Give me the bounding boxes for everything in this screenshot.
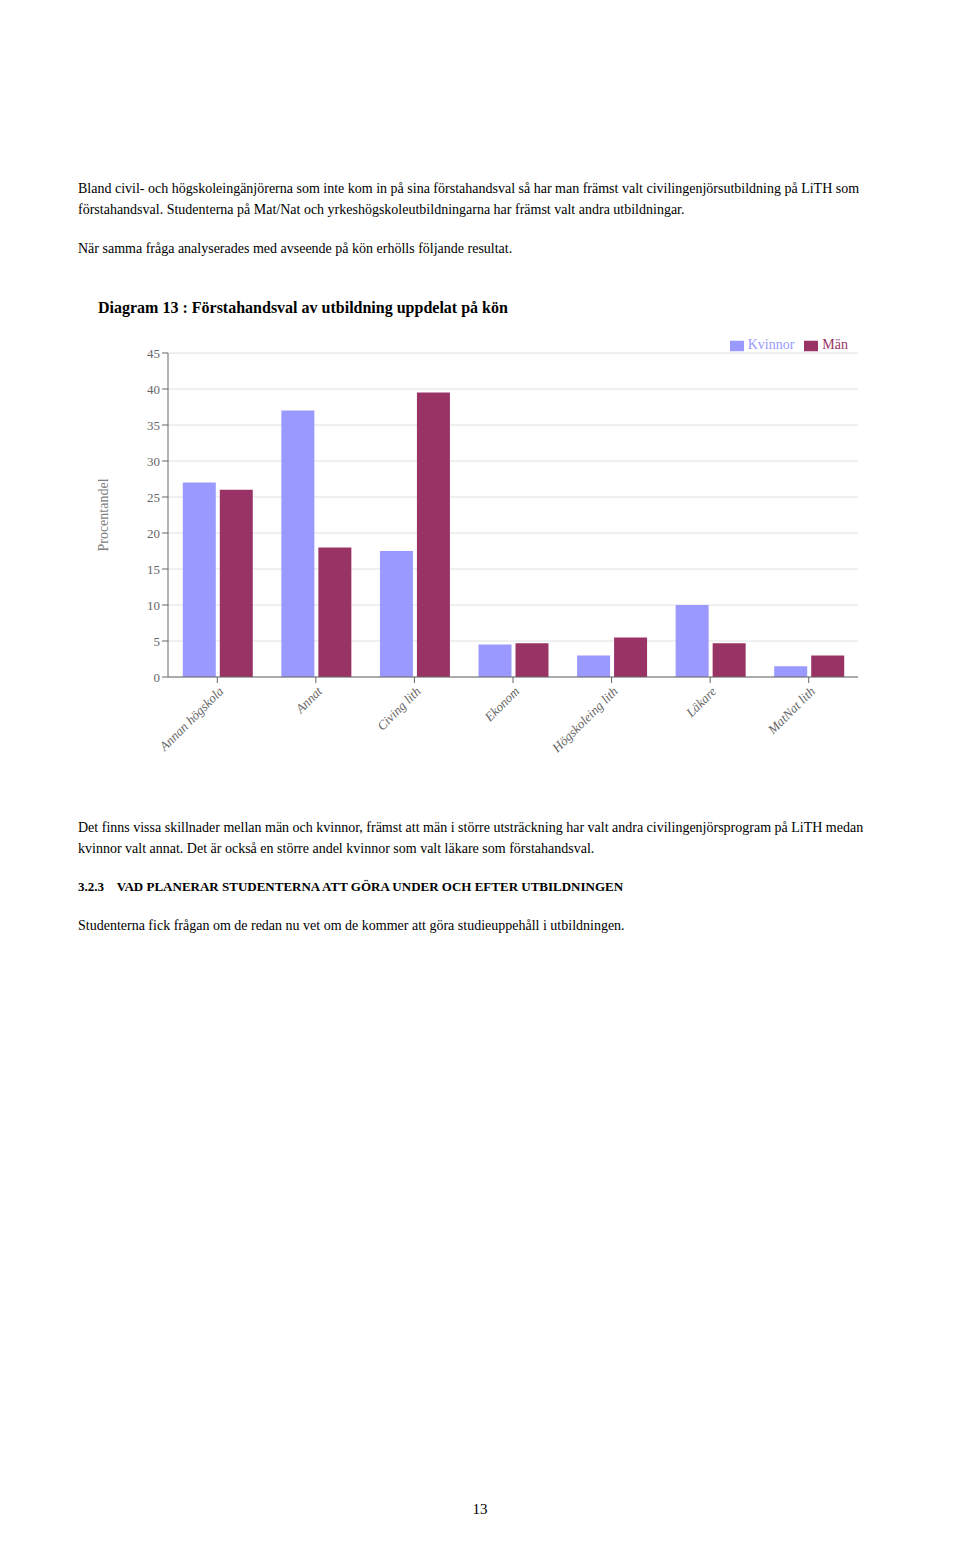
html-text:Bland civil- och högskoleingän: Bland civil- och högskoleingänjörerna so… bbox=[78, 181, 860, 217]
svg-text:35: 35 bbox=[147, 418, 160, 433]
svg-text:Läkare: Läkare bbox=[682, 683, 719, 720]
svg-text:Ekonom: Ekonom bbox=[481, 684, 522, 725]
html-text:Det finns vissa skillnader mel: Det finns vissa skillnader mellan män oc… bbox=[78, 820, 864, 856]
html-text:13: 13 bbox=[472, 1501, 488, 1517]
svg-text:20: 20 bbox=[147, 526, 160, 541]
svg-text:40: 40 bbox=[147, 382, 160, 397]
html-text:Diagram 13 : Förstahandsval av: Diagram 13 : Förstahandsval av utbildnin… bbox=[98, 299, 508, 316]
html-text:När samma fråga analyserades m: När samma fråga analyserades med avseend… bbox=[78, 241, 513, 256]
svg-text:Annan högskola: Annan högskola bbox=[156, 683, 227, 754]
svg-text:Annat: Annat bbox=[292, 683, 326, 717]
svg-text:0: 0 bbox=[154, 670, 161, 685]
svg-text:Civing lith: Civing lith bbox=[374, 684, 424, 734]
svg-text:Procentandel: Procentandel bbox=[96, 478, 111, 551]
svg-text:45: 45 bbox=[147, 346, 160, 361]
html-text:Kvinnor: Kvinnor bbox=[747, 337, 795, 352]
svg-text:Högskoleing lith: Högskoleing lith bbox=[548, 684, 620, 756]
html-text:3.2.3 VAD PLANERAR STUDENTERNA: 3.2.3 VAD PLANERAR STUDENTERNA ATT GÖRA … bbox=[78, 879, 624, 894]
html-text:Studenterna fick frågan om de: Studenterna fick frågan om de redan nu v… bbox=[78, 917, 625, 933]
svg-text:5: 5 bbox=[154, 634, 161, 649]
svg-text:MatNat lith: MatNat lith bbox=[764, 684, 818, 738]
svg-text:15: 15 bbox=[147, 562, 160, 577]
html-text:Män: Män bbox=[822, 337, 848, 352]
svg-text:10: 10 bbox=[147, 598, 160, 613]
svg-text:30: 30 bbox=[147, 454, 160, 469]
svg-text:25: 25 bbox=[147, 490, 160, 505]
